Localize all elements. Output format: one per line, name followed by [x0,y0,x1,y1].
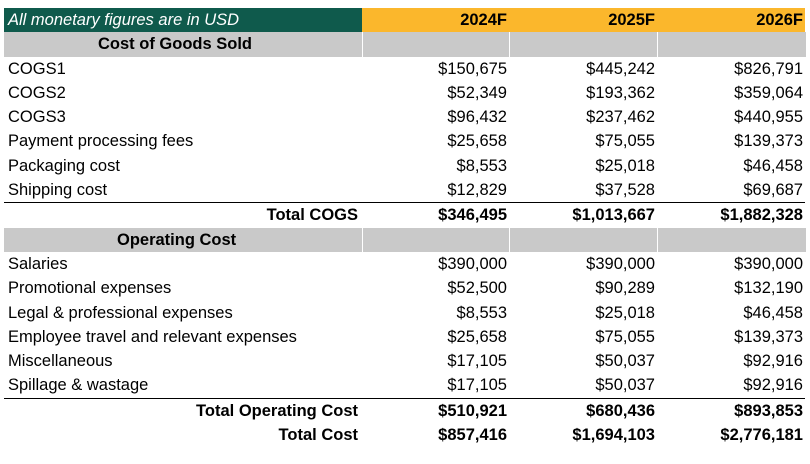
row-label: Salaries [8,254,68,273]
cell-value: $390,000 [438,254,507,273]
total-value: $510,921 [438,401,507,420]
table-row: Employee travel and relevant expenses $2… [4,325,805,349]
cell-value: $75,055 [595,132,655,151]
total-label: Total Operating Cost [196,401,358,420]
table-row: Promotional expenses $52,500 $90,289 $13… [4,276,805,300]
grand-total-value: $1,694,103 [572,426,655,445]
table-row: Miscellaneous $17,105 $50,037 $92,916 [4,349,805,373]
cell-value: $90,289 [595,279,655,298]
cell-value: $193,362 [586,83,655,102]
row-label: COGS2 [8,83,66,102]
cell-value: $96,432 [447,108,507,127]
year-header: 2026F [657,8,805,33]
cell-value: $445,242 [586,59,655,78]
cell-value: $390,000 [586,254,655,273]
row-label: Payment processing fees [8,132,194,151]
total-cogs-row: Total COGS $346,495 $1,013,667 $1,882,32… [4,202,805,227]
row-label: Shipping cost [8,181,108,200]
grand-total-value: $857,416 [438,426,507,445]
cell-value: $52,349 [447,83,507,102]
table-row: COGS3 $96,432 $237,462 $440,955 [4,105,805,129]
cell-value: $92,916 [743,376,803,395]
grand-total-label: Total Cost [278,426,358,445]
cell-value: $12,829 [447,181,507,200]
table-row: Packaging cost $8,553 $25,018 $46,458 [4,154,805,178]
cell-value: $50,037 [595,352,655,371]
total-operating-cost-row: Total Operating Cost $510,921 $680,436 $… [4,397,805,423]
cell-value: $8,553 [456,303,507,322]
total-value: $346,495 [438,206,507,225]
table-row: Legal & professional expenses $8,553 $25… [4,301,805,325]
cell-value: $237,462 [586,108,655,127]
year-header: 2025F [509,8,657,33]
cell-value: $25,018 [595,303,655,322]
row-label: COGS3 [8,108,66,127]
cell-value: $359,064 [734,83,803,102]
table-row: Shipping cost $12,829 $37,528 $69,687 [4,178,805,202]
opex-section-header: Operating Cost [4,227,806,252]
row-label: Spillage & wastage [8,376,149,395]
cell-value: $37,528 [595,181,655,200]
table-row: Payment processing fees $25,658 $75,055 … [4,129,805,153]
cell-value: $46,458 [743,303,803,322]
cell-value: $139,373 [734,132,803,151]
table-row: COGS1 $150,675 $445,242 $826,791 [4,57,805,81]
row-label: Packaging cost [8,156,120,175]
section-title: Cost of Goods Sold [4,32,362,57]
table-row: COGS2 $52,349 $193,362 $359,064 [4,81,805,105]
cell-value: $826,791 [734,59,803,78]
row-label: Miscellaneous [8,352,113,371]
table-row: Salaries $390,000 $390,000 $390,000 [4,252,805,276]
total-value: $1,882,328 [720,206,803,225]
cell-value: $92,916 [743,352,803,371]
header-row: All monetary figures are in USD 2024F 20… [4,8,805,33]
cell-value: $50,037 [595,376,655,395]
row-label: Promotional expenses [8,279,172,298]
cell-value: $69,687 [743,181,803,200]
cell-value: $150,675 [438,59,507,78]
cell-value: $25,018 [595,156,655,175]
cost-table: All monetary figures are in USD 2024F 20… [4,8,806,447]
cell-value: $440,955 [734,108,803,127]
total-value: $1,013,667 [572,206,655,225]
cell-value: $17,105 [447,376,507,395]
cogs-section-header: Cost of Goods Sold [4,32,806,57]
grand-total-value: $2,776,181 [720,426,803,445]
cell-value: $132,190 [734,279,803,298]
cell-value: $75,055 [595,327,655,346]
section-title: Operating Cost [4,227,362,252]
currency-note: All monetary figures are in USD [4,8,362,33]
year-header: 2024F [362,8,509,33]
cell-value: $8,553 [456,156,507,175]
cell-value: $17,105 [447,352,507,371]
cell-value: $52,500 [447,279,507,298]
total-label: Total COGS [266,206,358,225]
table-row: Spillage & wastage $17,105 $50,037 $92,9… [4,373,805,397]
cell-value: $25,658 [447,132,507,151]
row-label: Legal & professional expenses [8,303,233,322]
total-value: $893,853 [734,401,803,420]
cell-value: $46,458 [743,156,803,175]
cell-value: $390,000 [734,254,803,273]
total-value: $680,436 [586,401,655,420]
grand-total-row: Total Cost $857,416 $1,694,103 $2,776,18… [4,423,805,447]
row-label: Employee travel and relevant expenses [8,327,297,346]
cell-value: $25,658 [447,327,507,346]
row-label: COGS1 [8,59,66,78]
cell-value: $139,373 [734,327,803,346]
